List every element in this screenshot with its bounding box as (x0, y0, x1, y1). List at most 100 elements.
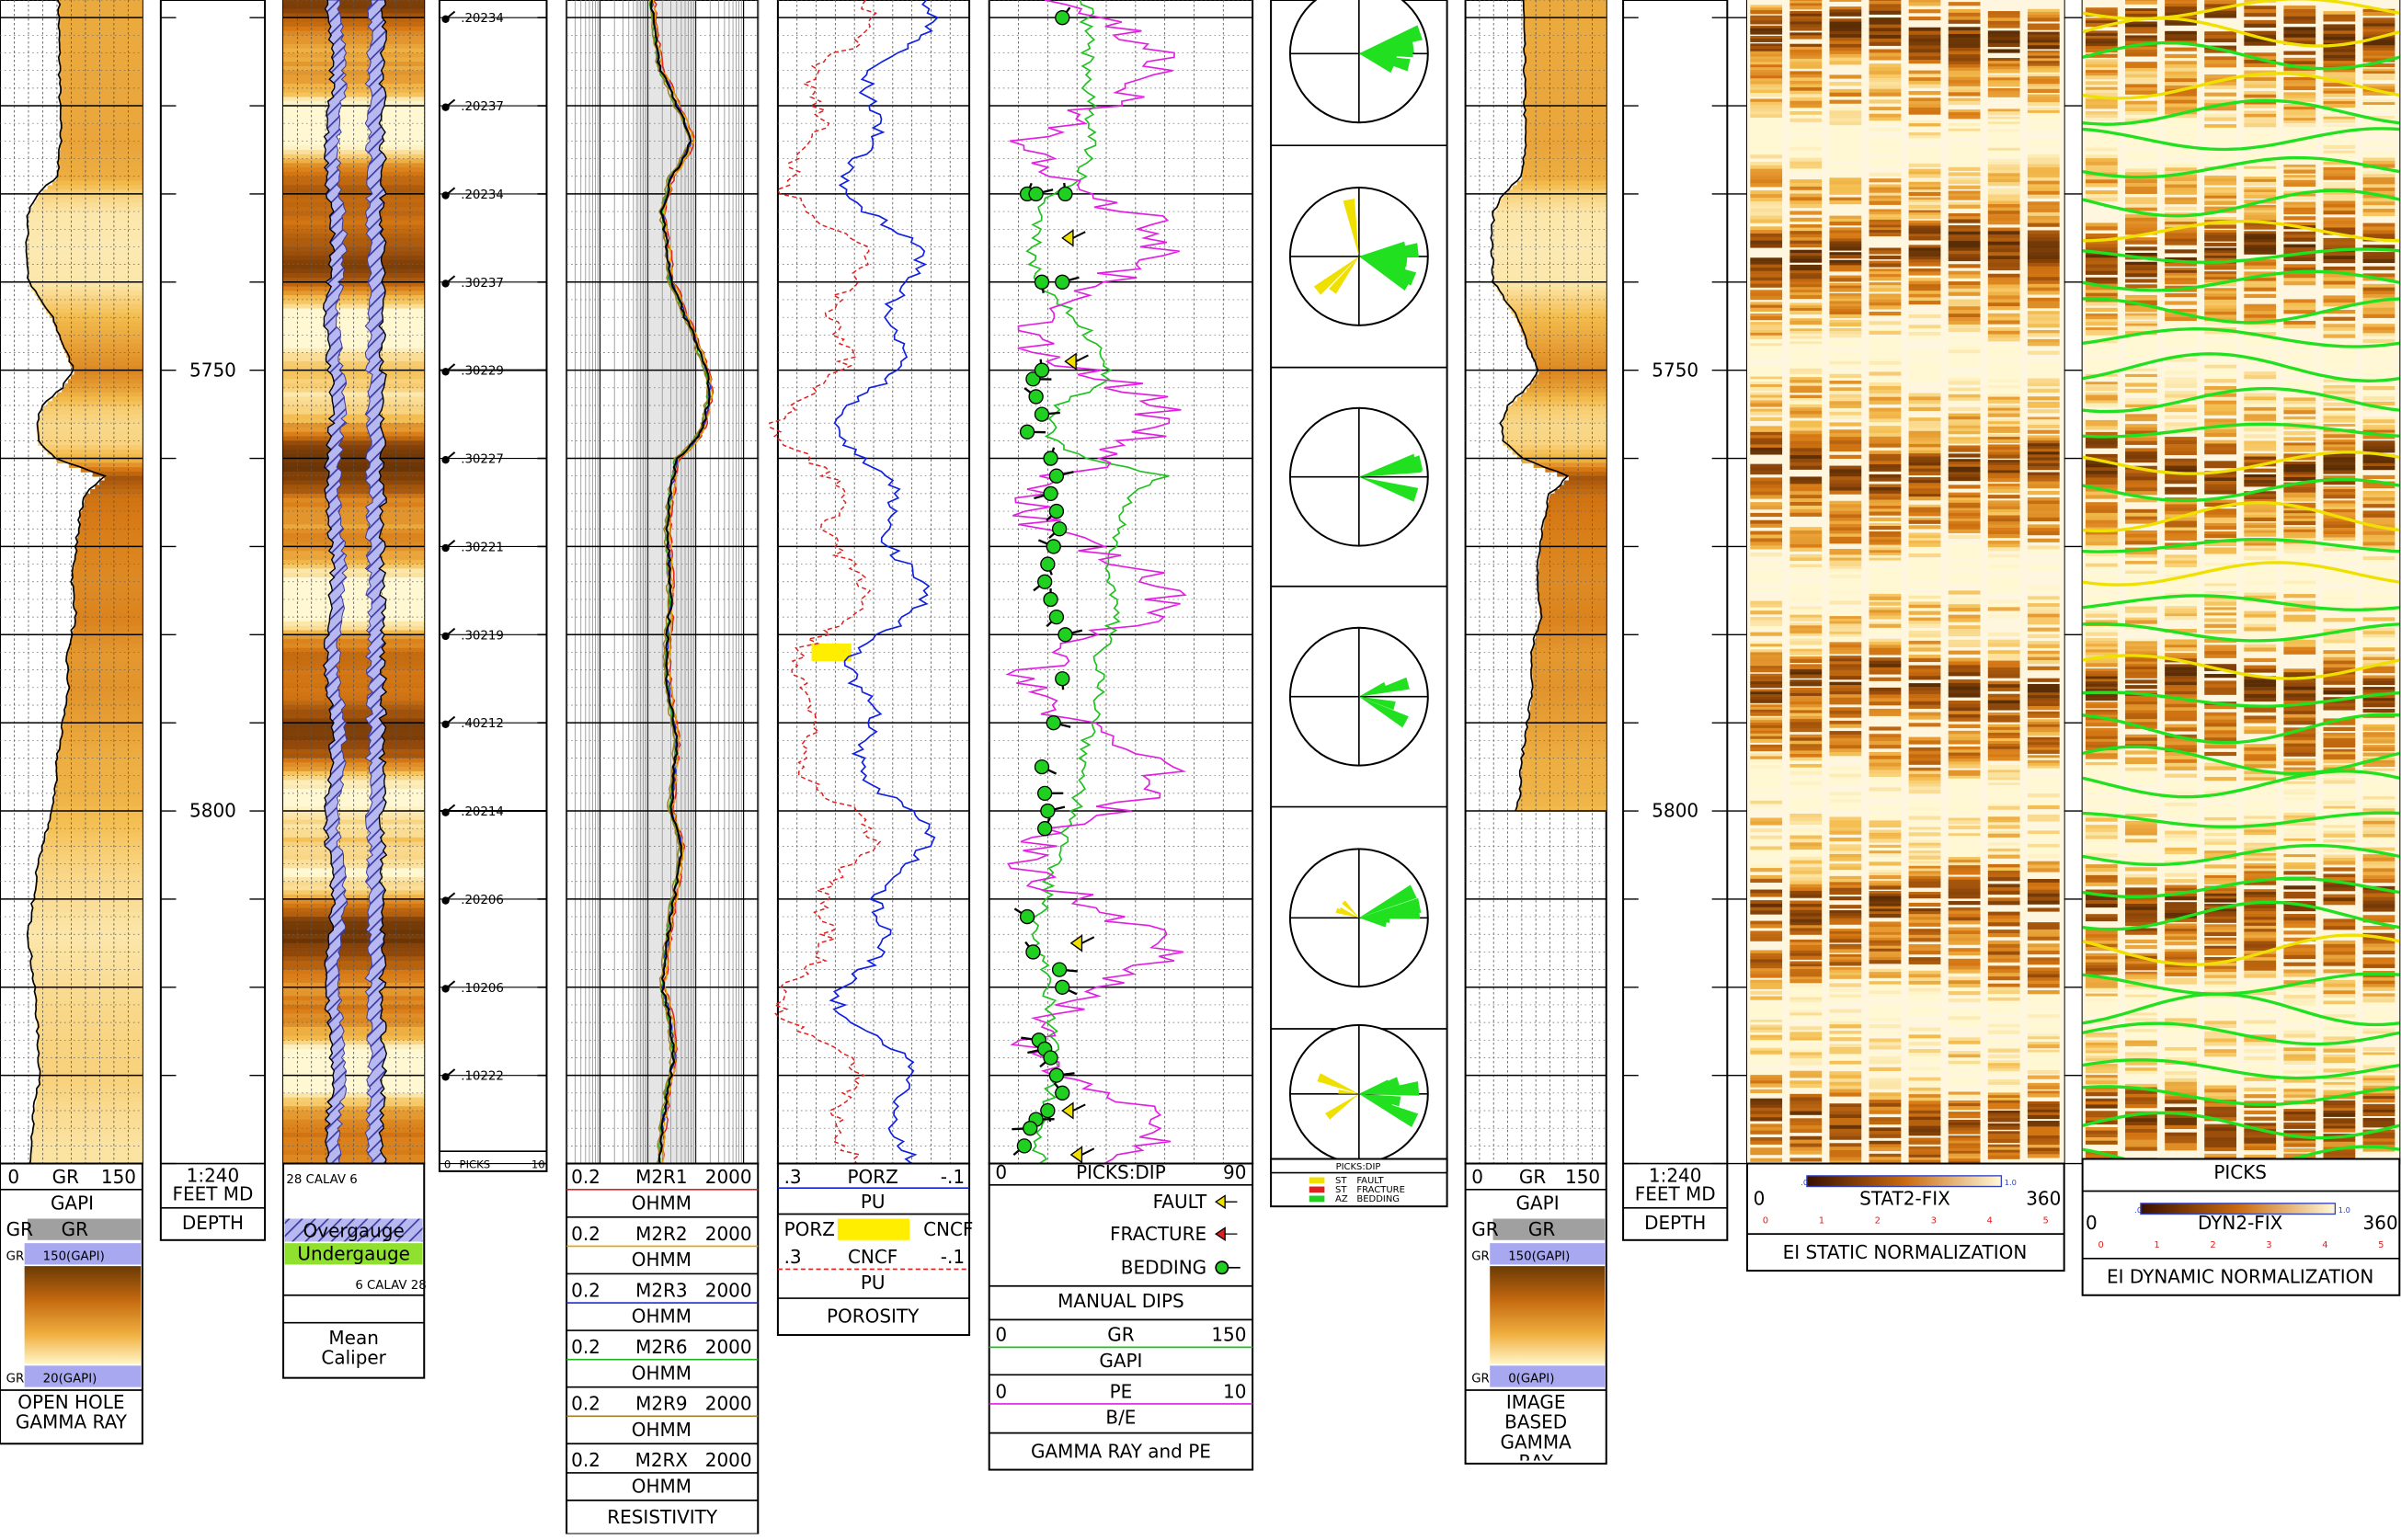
res-name-4: M2R9 (635, 1393, 688, 1415)
gr-open-hole-curve (0, 0, 143, 1164)
bedding-pick-14 (1049, 505, 1063, 519)
static-title: EI STATIC NORMALIZATION (1783, 1241, 2028, 1263)
gr-name: GR (1107, 1324, 1134, 1346)
fill-left-label: PORZ (784, 1218, 835, 1240)
rose-diagram-3 (1290, 628, 1428, 766)
bedding-pick-15 (1053, 522, 1067, 536)
tadpole-label-5: .30227 (461, 453, 504, 467)
res-min-5: 0.2 (571, 1449, 600, 1471)
depth-track-right (1623, 0, 1727, 1240)
depth-left-units: FEET MD (173, 1183, 254, 1205)
tadpole-label-3: .30237 (461, 277, 504, 291)
depth-right-header: 1:240 FEET MD DEPTH (1623, 1164, 1727, 1235)
gr-image-unit: GAPI (1516, 1192, 1560, 1214)
cncf-unit: PU (861, 1272, 886, 1294)
rose-diagram-1 (1290, 188, 1428, 325)
colorbar-tick-1: 1 (1819, 1215, 1824, 1226)
bedding-pick-23 (1046, 716, 1060, 730)
gr-curve-name: GR (52, 1166, 79, 1188)
res-min-3: 0.2 (571, 1336, 600, 1358)
tadpole-footer-max: 10 (532, 1158, 545, 1171)
porosity-curves (770, 0, 969, 1164)
porz-right: -.1 (941, 1166, 965, 1188)
static-image (1747, 0, 2064, 1176)
caliper-legend-overgauge: Overgauge (303, 1219, 405, 1241)
bedding-symbol (1216, 1261, 1228, 1273)
depth-label-5800: 5800 (1652, 800, 1698, 822)
res-max-0: 2000 (705, 1166, 752, 1188)
tadpole-label-4: .30229 (461, 365, 504, 379)
picks-min: 0 (995, 1161, 1007, 1183)
gr-image-legend-top: 150(GAPI) (1508, 1249, 1570, 1263)
bedding-pick-2 (1029, 187, 1043, 200)
bedding-pick-4 (1035, 275, 1048, 289)
bedding-pick-40 (1017, 1139, 1031, 1153)
tadpole-label-8: .40212 (461, 717, 504, 731)
bedding-pick-37 (1041, 1104, 1055, 1118)
depth-label-5750: 5750 (189, 359, 236, 381)
gamma-pe-title: GAMMA RAY and PE (1031, 1440, 1211, 1462)
porz-name: PORZ (847, 1166, 898, 1188)
fault-pick-4 (1071, 1147, 1082, 1163)
res-name-1: M2R2 (635, 1223, 688, 1245)
bedding-pick-39 (1023, 1122, 1037, 1135)
caliper-legend-undergauge: Undergauge (297, 1242, 410, 1264)
colorbar-tick-2: 2 (1875, 1215, 1881, 1226)
porosity-title: POROSITY (827, 1306, 920, 1328)
res-name-2: M2R3 (635, 1279, 688, 1301)
bedding-pick-7 (1035, 363, 1048, 377)
depth-track-right-marks: 5750 5800 (1623, 17, 1727, 1163)
bedding-pick-29 (1026, 945, 1040, 959)
tadpole-footer-label: PICKS (460, 1158, 491, 1171)
static-curve: STAT2-FIX (1859, 1187, 1950, 1209)
gr-legend-top: 150(GAPI) (43, 1249, 105, 1263)
colorbar-tick-5: 5 (2043, 1215, 2049, 1226)
manual-dips-title: MANUAL DIPS (1058, 1290, 1184, 1312)
tadpole-label-11: .10206 (461, 982, 504, 996)
gamma-pe-track (989, 0, 1252, 1164)
rose-diagram-2 (1290, 408, 1428, 546)
tadpole-label-2: .20234 (461, 188, 504, 202)
bedding-pick-17 (1041, 557, 1055, 571)
depth-label-5750: 5750 (1652, 359, 1698, 381)
bedding-pick-26 (1041, 804, 1055, 818)
fault-pick-2 (1071, 936, 1082, 952)
tadpole-footer-min: 0 (444, 1158, 451, 1171)
tadpole-label-1: .20237 (461, 100, 504, 114)
bedding-pick-24 (1035, 760, 1048, 774)
res-unit-2: OHMM (632, 1306, 692, 1328)
bedding-pick-19 (1044, 592, 1058, 606)
gr-legend-bottom: 20(GAPI) (43, 1373, 97, 1386)
cncf-left: .3 (784, 1246, 802, 1268)
gamma-pe-curves (989, 0, 1252, 1164)
gr-scale-max: 150 (101, 1166, 136, 1188)
gr-max: 150 (1211, 1324, 1246, 1346)
bedding-pick-10 (1021, 425, 1035, 439)
fill-right-label: CNCF (923, 1218, 973, 1240)
tadpole-label-7: .30219 (461, 629, 504, 643)
rose-diagrams (1271, 0, 1446, 1163)
depth-right-units: FEET MD (1635, 1183, 1716, 1205)
res-min-1: 0.2 (571, 1223, 600, 1245)
tadpole-label-0: .20234 (461, 12, 504, 26)
porosity-crossover-fill (812, 644, 852, 661)
caliper-title: Mean Caliper (315, 1329, 392, 1368)
gr-swatch-label: GR (62, 1218, 88, 1240)
legend-bedding: BEDDING (1121, 1256, 1206, 1278)
colorbar-tick-3: 3 (2266, 1240, 2271, 1250)
fault-pick-3 (1062, 1103, 1073, 1119)
res-max-1: 2000 (705, 1223, 752, 1245)
resistivity-curves (566, 0, 758, 1164)
gr-scale-min: 0 (7, 1166, 19, 1188)
res-min-2: 0.2 (571, 1279, 600, 1301)
depth-label-5800: 5800 (189, 800, 236, 822)
rose-header: PICKS:DIP (1336, 1162, 1381, 1172)
res-max-3: 2000 (705, 1336, 752, 1358)
bedding-pick-16 (1046, 540, 1060, 553)
bedding-pick-28 (1021, 910, 1035, 924)
res-unit-4: OHMM (632, 1419, 692, 1441)
cncf-name: CNCF (848, 1246, 898, 1268)
bedding-pick-27 (1038, 822, 1052, 836)
